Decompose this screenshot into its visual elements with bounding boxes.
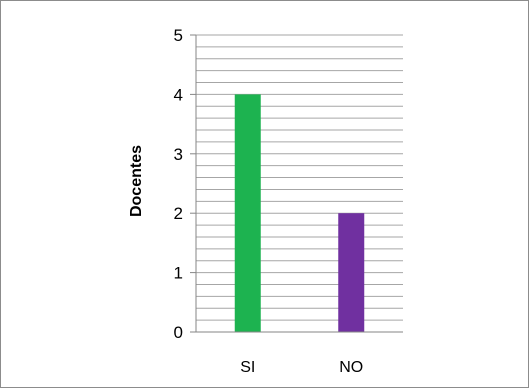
x-tick-label-si: SI: [240, 359, 255, 376]
y-tick-label: 5: [174, 26, 183, 45]
bars: [234, 94, 365, 333]
y-tick-label: 2: [174, 204, 183, 223]
x-tick-label-no: NO: [339, 359, 363, 376]
y-tick-label: 0: [174, 323, 183, 342]
y-axis-title: Docentes: [128, 145, 145, 217]
x-tick-labels: SI NO: [240, 359, 363, 376]
y-tick-label: 3: [174, 145, 183, 164]
bar-no: [338, 213, 365, 332]
y-tick-label: 4: [174, 85, 183, 104]
gridlines: [196, 34, 403, 321]
y-tick-label: 1: [174, 264, 183, 283]
bar-si: [234, 94, 261, 333]
y-tick-labels: 0 1 2 3 4 5: [174, 26, 196, 342]
